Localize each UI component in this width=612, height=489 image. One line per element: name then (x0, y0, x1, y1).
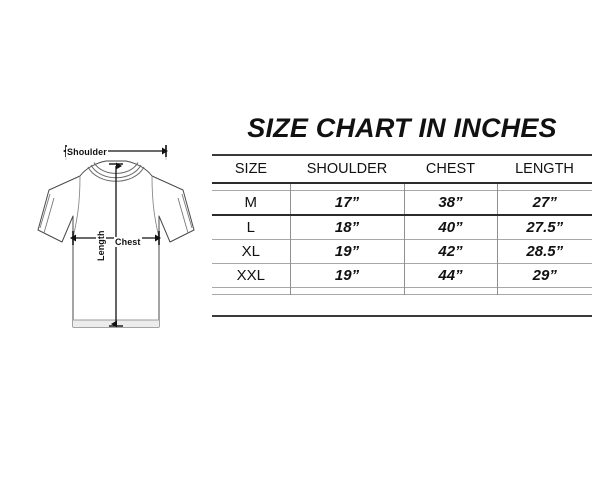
table-header-row: SIZE SHOULDER CHEST LENGTH (212, 154, 592, 183)
column-header-size: SIZE (212, 154, 290, 183)
cell-length: 27” (496, 190, 592, 215)
cell-length: 28.5” (496, 239, 592, 264)
cell-size: M (212, 190, 290, 215)
sleeve-cuff-lines (39, 193, 193, 234)
bottom-edge-cell (212, 294, 592, 301)
table-row: L 18” 40” 27.5” (212, 214, 592, 240)
cell-shoulder: 18” (289, 214, 404, 240)
cell-length: 29” (496, 263, 592, 288)
chart-title: SIZE CHART IN INCHES (247, 113, 557, 143)
cell-size: L (212, 214, 290, 240)
cell-chest: 42” (403, 239, 497, 264)
table-footer-spacer (212, 287, 592, 295)
cell-size: XXL (212, 263, 290, 288)
chest-dimension-label: Chest (114, 237, 142, 247)
cell-length: 27.5” (496, 214, 592, 240)
cell-shoulder: 17” (289, 190, 404, 215)
cell-chest: 40” (403, 214, 497, 240)
cell-chest: 44” (403, 263, 497, 288)
table-bottom-edge (212, 294, 592, 301)
shoulder-dimension-label: Shoulder (66, 147, 108, 157)
chart-closing-rule (212, 315, 592, 317)
column-header-length: LENGTH (497, 154, 592, 183)
footer-cell-shoulder (289, 287, 404, 295)
table-row: XL 19” 42” 28.5” (212, 239, 592, 264)
spacer-cell-length (496, 182, 592, 191)
spacer-cell-chest (403, 182, 497, 191)
table-row: XXL 19” 44” 29” (212, 263, 592, 288)
cell-chest: 38” (403, 190, 497, 215)
spacer-cell-shoulder (289, 182, 404, 191)
column-header-chest: CHEST (404, 154, 497, 183)
length-dimension-label: Length (96, 229, 106, 262)
footer-cell-size (212, 287, 290, 295)
cell-shoulder: 19” (289, 263, 404, 288)
column-header-shoulder: SHOULDER (290, 154, 404, 183)
cell-size: XL (212, 239, 290, 264)
size-chart-table: SIZE SHOULDER CHEST LENGTH M 17” 38” 27” (212, 154, 592, 301)
table-subheader-spacer (212, 182, 592, 191)
footer-cell-chest (403, 287, 497, 295)
footer-cell-length (496, 287, 592, 295)
size-chart-panel: SIZE CHART IN INCHES SIZE SHOULDER CHEST… (212, 112, 592, 317)
table-row: M 17” 38” 27” (212, 190, 592, 215)
spacer-cell-size (212, 182, 290, 191)
cell-shoulder: 19” (289, 239, 404, 264)
